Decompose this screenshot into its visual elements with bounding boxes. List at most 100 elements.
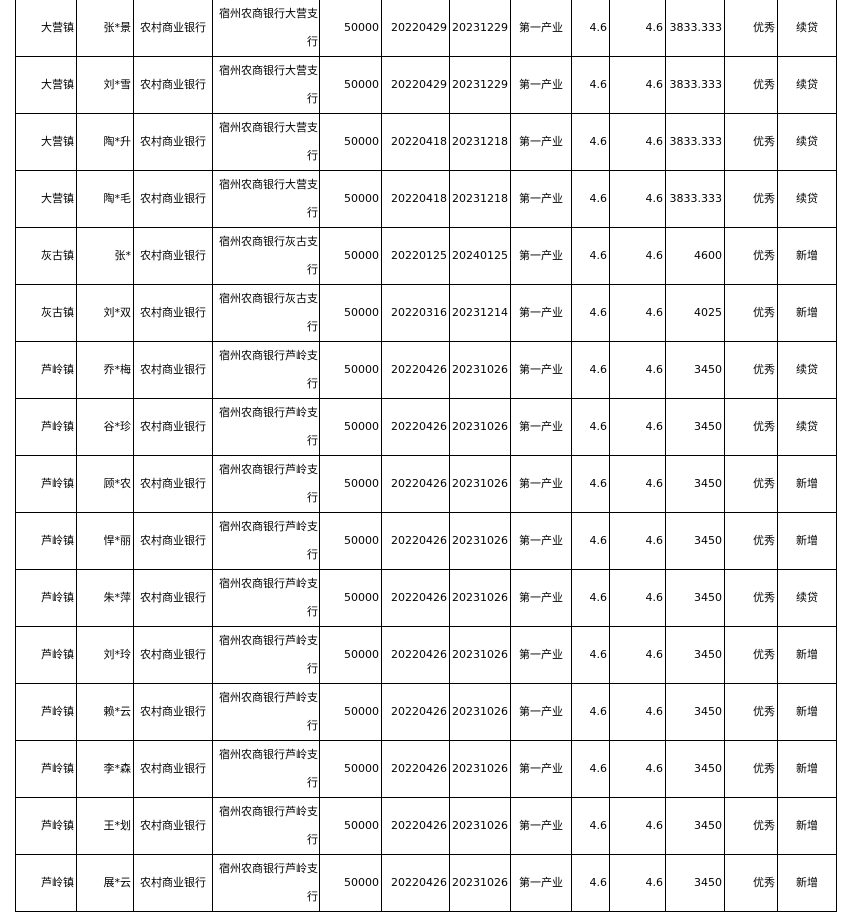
- start-date-cell: 20220426: [381, 626, 450, 684]
- amount-cell: 50000: [319, 569, 382, 627]
- table-row: 芦岭镇 谷*珍 农村商业银行 宿州农商银行芦岭支行 50000 20220426 20231…: [15, 398, 837, 456]
- industry-cell: 第一产业: [510, 170, 572, 228]
- rating-cell: 优秀: [724, 56, 778, 114]
- loan-table: 大营镇 张*景 农村商业银行 宿州农商银行大营支行 50000 20220429 20231…: [15, 0, 837, 912]
- branch-text: 行: [307, 263, 318, 276]
- start-date-cell: 20220316: [381, 284, 450, 342]
- subsidy-cell: 3450: [665, 740, 725, 798]
- table-row: 芦岭镇 顾*农 农村商业银行 宿州农商银行芦岭支行 50000 20220426 20231…: [15, 455, 837, 513]
- town-cell: 芦岭镇: [15, 341, 77, 399]
- branch-text: 行: [307, 890, 318, 903]
- rate-cell: 4.6: [609, 56, 666, 114]
- amount-cell: 50000: [319, 56, 382, 114]
- loan-type-cell: 新增: [777, 284, 837, 342]
- bank-type-cell: 农村商业银行: [133, 626, 213, 684]
- town-cell: 芦岭镇: [15, 512, 77, 570]
- town-cell: 芦岭镇: [15, 398, 77, 456]
- subsidy-cell: 3833.333: [665, 56, 725, 114]
- rate-cell: 4.6: [609, 227, 666, 285]
- branch-text: 宿州农商银行芦岭支: [219, 748, 318, 761]
- rating-cell: 优秀: [724, 854, 778, 912]
- branch-text: 行: [307, 776, 318, 789]
- industry-cell: 第一产业: [510, 0, 572, 57]
- amount-cell: 50000: [319, 398, 382, 456]
- industry-cell: 第一产业: [510, 740, 572, 798]
- rate-cell: 4.6: [609, 113, 666, 171]
- name-cell: 李*森: [76, 740, 134, 798]
- bank-type-cell: 农村商业银行: [133, 341, 213, 399]
- subsidy-cell: 3450: [665, 569, 725, 627]
- industry-cell: 第一产业: [510, 626, 572, 684]
- branch-text: 行: [307, 833, 318, 846]
- bank-type-cell: 农村商业银行: [133, 284, 213, 342]
- bank-type-cell: 农村商业银行: [133, 512, 213, 570]
- subsidy-cell: 3450: [665, 626, 725, 684]
- table-row: 大营镇 陶*毛 农村商业银行 宿州农商银行大营支行 50000 20220418 20231…: [15, 170, 837, 228]
- branch-text: 行: [307, 92, 318, 105]
- loan-type-cell: 新增: [777, 854, 837, 912]
- name-cell: 刘*玲: [76, 626, 134, 684]
- branch-text: 行: [307, 548, 318, 561]
- end-date-cell: 20231026: [449, 683, 511, 741]
- branch-text: 宿州农商银行大营支: [219, 178, 318, 191]
- bank-type-cell: 农村商业银行: [133, 797, 213, 855]
- loan-type-cell: 续贷: [777, 56, 837, 114]
- name-cell: 陶*升: [76, 113, 134, 171]
- branch-text: 宿州农商银行大营支: [219, 64, 318, 77]
- rate-cell: 4.6: [609, 284, 666, 342]
- rate-cell: 4.6: [571, 569, 610, 627]
- industry-cell: 第一产业: [510, 227, 572, 285]
- branch-text: 行: [307, 377, 318, 390]
- bank-type-cell: 农村商业银行: [133, 455, 213, 513]
- end-date-cell: 20231229: [449, 56, 511, 114]
- name-cell: 悍*丽: [76, 512, 134, 570]
- start-date-cell: 20220418: [381, 170, 450, 228]
- subsidy-cell: 3450: [665, 797, 725, 855]
- branch-text: 行: [307, 662, 318, 675]
- town-cell: 灰古镇: [15, 284, 77, 342]
- end-date-cell: 20231218: [449, 113, 511, 171]
- amount-cell: 50000: [319, 740, 382, 798]
- branch-text: 宿州农商银行芦岭支: [219, 577, 318, 590]
- start-date-cell: 20220426: [381, 854, 450, 912]
- rate-cell: 4.6: [571, 170, 610, 228]
- rate-cell: 4.6: [571, 797, 610, 855]
- branch-cell: 宿州农商银行大营支行: [212, 0, 320, 57]
- table-row: 芦岭镇 朱*萍 农村商业银行 宿州农商银行芦岭支行 50000 20220426 20231…: [15, 569, 837, 627]
- rating-cell: 优秀: [724, 113, 778, 171]
- branch-cell: 宿州农商银行大营支行: [212, 113, 320, 171]
- town-cell: 芦岭镇: [15, 626, 77, 684]
- table-row: 芦岭镇 李*森 农村商业银行 宿州农商银行芦岭支行 50000 20220426 20231…: [15, 740, 837, 798]
- rate-cell: 4.6: [571, 455, 610, 513]
- rate-cell: 4.6: [609, 0, 666, 57]
- subsidy-cell: 4600: [665, 227, 725, 285]
- rate-cell: 4.6: [571, 341, 610, 399]
- rate-cell: 4.6: [571, 284, 610, 342]
- start-date-cell: 20220426: [381, 512, 450, 570]
- start-date-cell: 20220426: [381, 740, 450, 798]
- branch-cell: 宿州农商银行芦岭支行: [212, 740, 320, 798]
- rating-cell: 优秀: [724, 341, 778, 399]
- loan-type-cell: 续贷: [777, 170, 837, 228]
- rating-cell: 优秀: [724, 797, 778, 855]
- branch-cell: 宿州农商银行大营支行: [212, 170, 320, 228]
- name-cell: 刘*雪: [76, 56, 134, 114]
- name-cell: 赖*云: [76, 683, 134, 741]
- bank-type-cell: 农村商业银行: [133, 0, 213, 57]
- town-cell: 芦岭镇: [15, 854, 77, 912]
- branch-cell: 宿州农商银行芦岭支行: [212, 626, 320, 684]
- loan-type-cell: 新增: [777, 797, 837, 855]
- bank-type-cell: 农村商业银行: [133, 113, 213, 171]
- rating-cell: 优秀: [724, 0, 778, 57]
- end-date-cell: 20231229: [449, 0, 511, 57]
- rate-cell: 4.6: [609, 854, 666, 912]
- branch-text: 宿州农商银行芦岭支: [219, 862, 318, 875]
- start-date-cell: 20220426: [381, 398, 450, 456]
- table-row: 灰古镇 张* 农村商业银行 宿州农商银行灰古支行 50000 20220125 202401…: [15, 227, 837, 285]
- industry-cell: 第一产业: [510, 797, 572, 855]
- subsidy-cell: 3450: [665, 683, 725, 741]
- amount-cell: 50000: [319, 227, 382, 285]
- table-row: 芦岭镇 悍*丽 农村商业银行 宿州农商银行芦岭支行 50000 20220426 20231…: [15, 512, 837, 570]
- end-date-cell: 20231026: [449, 797, 511, 855]
- rate-cell: 4.6: [609, 569, 666, 627]
